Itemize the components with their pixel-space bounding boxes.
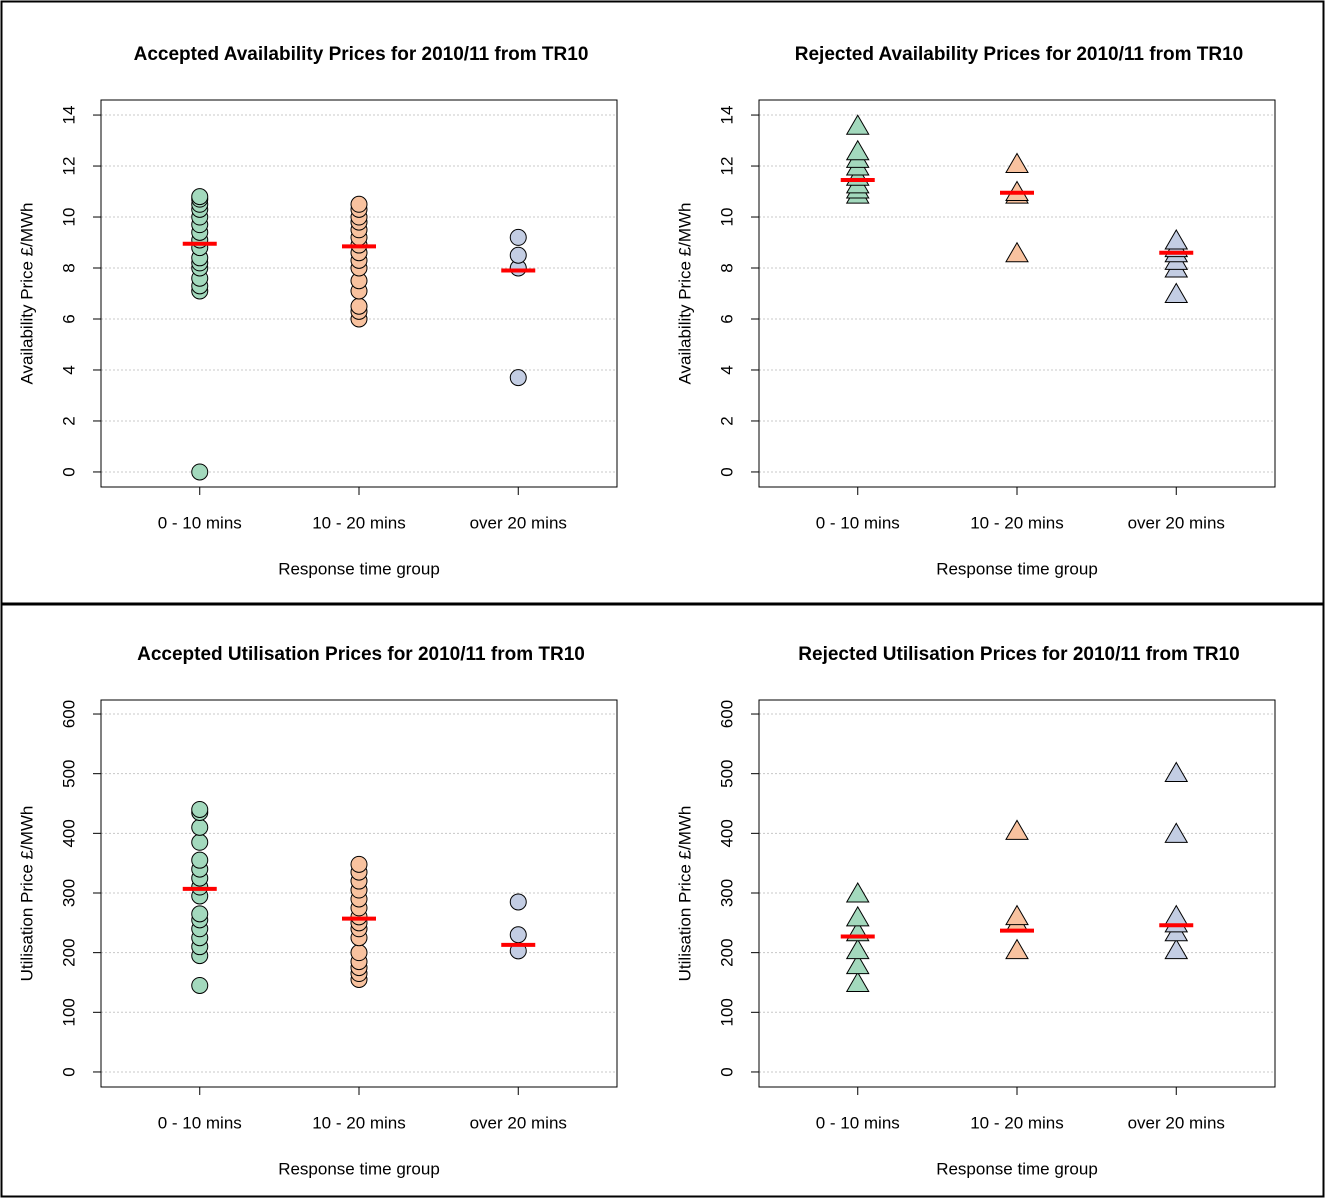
y-tick-label: 2 xyxy=(59,416,78,425)
y-tick-label: 14 xyxy=(717,106,736,125)
point xyxy=(1005,819,1029,840)
chart-title: Rejected Utilisation Prices for 2010/11 … xyxy=(798,644,1239,665)
y-tick-label: 100 xyxy=(717,998,736,1026)
point xyxy=(191,818,209,836)
chart-title: Rejected Availability Prices for 2010/11… xyxy=(795,44,1243,65)
y-tick-label: 0 xyxy=(717,467,736,476)
point xyxy=(845,881,870,903)
y-tick-label: 12 xyxy=(717,157,736,176)
y-tick-label: 4 xyxy=(59,365,78,374)
point xyxy=(845,938,870,960)
y-tick-label: 600 xyxy=(59,700,78,728)
y-axis-label: Availability Price £/MWh xyxy=(17,202,36,384)
x-tick-label: 10 - 20 mins xyxy=(312,1113,406,1132)
x-tick-label: 0 - 10 mins xyxy=(816,1113,900,1132)
point xyxy=(350,855,368,873)
x-tick-label: over 20 mins xyxy=(1128,1113,1225,1132)
y-tick-label: 8 xyxy=(717,263,736,272)
y-tick-label: 300 xyxy=(717,879,736,907)
point xyxy=(845,139,870,161)
x-tick-label: 10 - 20 mins xyxy=(312,513,406,532)
point xyxy=(509,893,527,911)
y-tick-label: 400 xyxy=(717,819,736,847)
point xyxy=(509,369,527,387)
y-tick-label: 10 xyxy=(59,208,78,227)
x-tick-label: over 20 mins xyxy=(1128,513,1225,532)
y-tick-label: 6 xyxy=(59,314,78,323)
y-tick-label: 0 xyxy=(59,1067,78,1076)
x-tick-label: over 20 mins xyxy=(470,1113,567,1132)
x-tick-label: 0 - 10 mins xyxy=(158,513,242,532)
point xyxy=(1164,761,1189,782)
point xyxy=(191,905,209,923)
y-axis-label: Availability Price £/MWh xyxy=(675,202,694,384)
point xyxy=(191,463,209,481)
y-tick-label: 4 xyxy=(717,365,736,374)
y-tick-label: 500 xyxy=(59,759,78,787)
point xyxy=(845,114,870,135)
point xyxy=(845,905,870,927)
chart-title: Accepted Utilisation Prices for 2010/11 … xyxy=(137,644,585,665)
y-tick-label: 8 xyxy=(59,263,78,272)
y-tick-label: 400 xyxy=(59,819,78,847)
point xyxy=(350,944,368,962)
point xyxy=(1164,822,1189,843)
y-tick-label: 300 xyxy=(59,879,78,907)
y-tick-label: 2 xyxy=(717,416,736,425)
y-tick-label: 100 xyxy=(59,998,78,1026)
point xyxy=(845,953,870,975)
point xyxy=(1005,152,1029,173)
x-tick-label: 10 - 20 mins xyxy=(970,1113,1064,1132)
y-tick-label: 200 xyxy=(59,938,78,966)
x-axis-label: Response time group xyxy=(278,559,440,578)
x-tick-label: 0 - 10 mins xyxy=(816,513,900,532)
point xyxy=(509,246,527,264)
y-tick-label: 6 xyxy=(717,314,736,323)
point xyxy=(191,800,209,818)
point xyxy=(191,188,209,206)
y-tick-label: 200 xyxy=(717,938,736,966)
y-tick-label: 600 xyxy=(717,700,736,728)
point xyxy=(509,926,527,944)
x-tick-label: 10 - 20 mins xyxy=(970,513,1064,532)
y-tick-label: 0 xyxy=(717,1067,736,1076)
y-tick-label: 500 xyxy=(717,759,736,787)
chart-title: Accepted Availability Prices for 2010/11… xyxy=(134,44,589,65)
point xyxy=(1005,938,1029,960)
y-tick-label: 0 xyxy=(59,467,78,476)
point xyxy=(191,851,209,869)
x-tick-label: 0 - 10 mins xyxy=(158,1113,242,1132)
point xyxy=(1005,241,1029,263)
x-axis-label: Response time group xyxy=(936,1159,1098,1178)
point xyxy=(350,195,368,213)
point xyxy=(1005,904,1029,926)
y-tick-label: 10 xyxy=(717,208,736,227)
point xyxy=(191,976,209,994)
point xyxy=(845,971,870,992)
y-axis-label: Utilisation Price £/MWh xyxy=(675,806,694,982)
y-tick-label: 12 xyxy=(59,157,78,176)
point xyxy=(1164,938,1189,960)
point xyxy=(350,297,368,315)
x-axis-label: Response time group xyxy=(278,1159,440,1178)
point xyxy=(509,228,527,246)
x-tick-label: over 20 mins xyxy=(470,513,567,532)
point xyxy=(1164,282,1189,303)
x-axis-label: Response time group xyxy=(936,559,1098,578)
y-axis-label: Utilisation Price £/MWh xyxy=(17,806,36,982)
y-tick-label: 14 xyxy=(59,106,78,125)
point xyxy=(191,833,209,851)
point xyxy=(1164,228,1189,250)
